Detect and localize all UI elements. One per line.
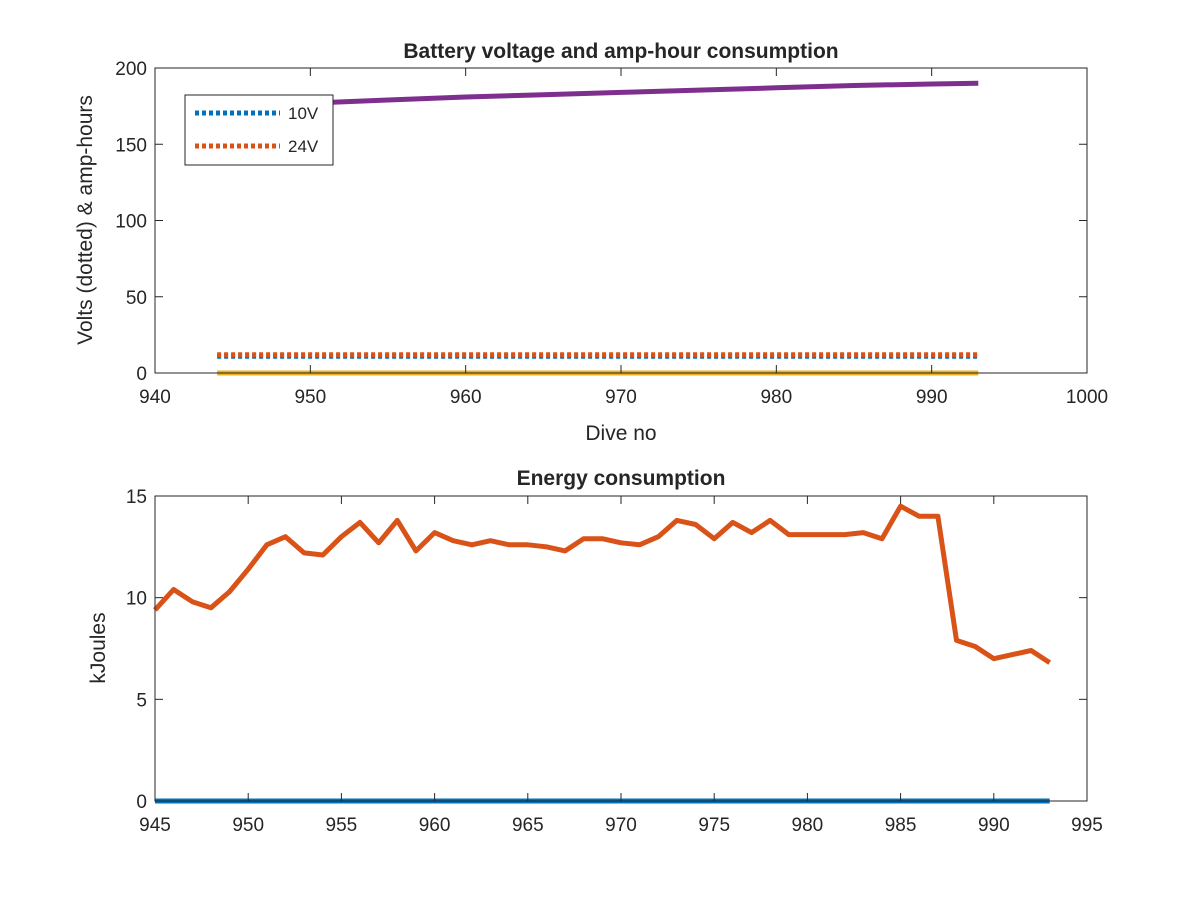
plot2-x-tick-label: 960 [419, 815, 451, 836]
plot1-x-tick-label: 980 [760, 387, 792, 408]
energy-plot: Energy consumption kJoules 945 950 955 960 9… [87, 467, 1103, 836]
plot2-x-tick-label: 970 [605, 815, 637, 836]
plot1-y-tick-label: 50 [126, 288, 147, 309]
plot2-x-tick-label: 965 [512, 815, 544, 836]
plot1-y-tick-label: 150 [115, 135, 147, 156]
plot-area-2 [155, 496, 1087, 801]
plot1-y-tick-label: 200 [115, 59, 147, 80]
plot1-x-tick-label: 940 [139, 387, 171, 408]
ticks-group-2: 945 950 955 960 965 970 975 980 985 990 995 0 5 10 15 [126, 487, 1103, 836]
plot2-x-tick-label: 955 [326, 815, 358, 836]
plot1-x-tick-label: 950 [294, 387, 326, 408]
plot-title-1: Battery voltage and amp-hour consumption [403, 40, 838, 63]
plot1-x-tick-label: 960 [450, 387, 482, 408]
ticks-group-1: 940 950 960 970 980 990 1000 0 50 100 150 200 [115, 59, 1108, 408]
plot2-series-line-1 [153, 503, 1052, 665]
plot2-x-tick-label: 975 [698, 815, 730, 836]
plot1-x-tick-label: 970 [605, 387, 637, 408]
legend-label-10v: 10V [288, 104, 319, 123]
plot2-x-tick-label: 980 [792, 815, 824, 836]
x-axis-label-1: Dive no [585, 422, 656, 445]
legend: 10V 24V [184, 94, 334, 166]
plot2-y-tick-label: 10 [126, 589, 147, 610]
plot2-y-tick-label: 15 [126, 487, 147, 508]
plot1-series-line-2 [216, 80, 979, 111]
plot2-x-tick-label: 990 [978, 815, 1010, 836]
plot1-x-tick-label: 1000 [1066, 387, 1108, 408]
plot-title-2: Energy consumption [517, 467, 726, 490]
plot2-y-tick-label: 0 [136, 792, 147, 813]
plot2-y-tick-label: 5 [136, 690, 147, 711]
plot1-y-tick-label: 100 [115, 212, 147, 233]
plot2-x-tick-label: 945 [139, 815, 171, 836]
y-axis-label-1: Volts (dotted) & amp-hours [74, 95, 97, 345]
voltage-plot: Battery voltage and amp-hour consumption… [74, 40, 1108, 445]
plot1-y-tick-label: 0 [136, 364, 147, 385]
plot2-x-tick-label: 995 [1071, 815, 1103, 836]
y-axis-label-2: kJoules [87, 612, 110, 683]
plot2-x-tick-label: 985 [885, 815, 917, 836]
plot1-x-tick-label: 990 [916, 387, 948, 408]
legend-box [184, 94, 334, 166]
plot2-x-tick-label: 950 [232, 815, 264, 836]
legend-label-24v: 24V [288, 137, 319, 156]
